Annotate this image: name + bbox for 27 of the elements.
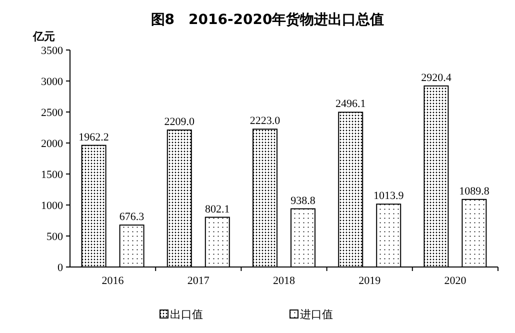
data-label: 2209.0	[164, 116, 196, 128]
data-label: 2223.0	[250, 115, 281, 128]
legend-label: 出口值	[170, 308, 203, 321]
y-tick-label: 1500	[41, 169, 64, 181]
data-label: 938.8	[290, 194, 316, 207]
y-tick-label: 3000	[41, 76, 64, 88]
data-label: 1013.9	[373, 190, 404, 202]
y-tick-label: 2500	[41, 107, 64, 119]
y-tick-label: 3500	[41, 45, 64, 57]
x-tick-label: 2018	[273, 275, 296, 287]
x-tick-label: 2020	[444, 275, 467, 287]
data-label: 802.1	[205, 203, 230, 216]
data-label: 676.3	[119, 211, 145, 224]
data-label: 2920.4	[421, 72, 452, 84]
legend-label: 进口值	[300, 308, 333, 321]
y-tick-label: 2000	[41, 138, 64, 150]
x-tick-label: 2016	[102, 275, 124, 287]
y-tick-label: 1000	[41, 200, 64, 212]
data-label: 1962.2	[78, 131, 109, 144]
chart-title: 图8 2016-2020年货物进出口总值	[150, 12, 384, 28]
x-tick-label: 2017	[187, 275, 210, 287]
x-tick-label: 2019	[358, 275, 382, 287]
y-tick-label: 500	[46, 231, 64, 243]
y-tick-label: 0	[58, 262, 64, 274]
data-label: 2496.1	[335, 98, 366, 110]
y-axis-title: 亿元	[32, 30, 55, 43]
data-label: 1089.8	[459, 185, 490, 198]
